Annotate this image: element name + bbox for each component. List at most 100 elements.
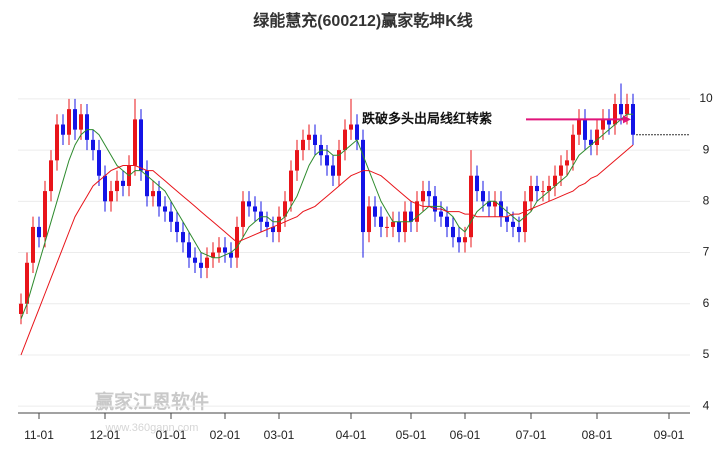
y-tick-label: 9 bbox=[703, 142, 710, 156]
candle-body bbox=[469, 175, 473, 238]
candle-body bbox=[289, 170, 293, 202]
candle-body bbox=[409, 211, 413, 222]
candle-body bbox=[463, 237, 467, 243]
candle-body bbox=[163, 206, 167, 212]
candle-body bbox=[187, 242, 191, 258]
candle-body bbox=[631, 104, 635, 135]
x-tick-label: 09-01 bbox=[654, 428, 685, 442]
candle-body bbox=[553, 175, 557, 186]
moving-average-line bbox=[20, 144, 634, 356]
candle-body bbox=[385, 226, 389, 228]
arrow-head bbox=[623, 115, 631, 124]
candle-body bbox=[547, 185, 551, 192]
candle-body bbox=[415, 201, 419, 222]
candle-body bbox=[217, 247, 221, 253]
candle-body bbox=[493, 201, 497, 207]
y-tick-label: 5 bbox=[703, 347, 710, 361]
candle-body bbox=[67, 109, 71, 135]
watermark-url: www.360gann.com bbox=[105, 422, 199, 434]
candle-body bbox=[61, 124, 65, 135]
candle-body bbox=[253, 206, 257, 212]
candle-body bbox=[367, 206, 371, 233]
x-tick-label: 05-01 bbox=[396, 428, 427, 442]
x-tick-label: 03-01 bbox=[264, 428, 295, 442]
candle-body bbox=[577, 119, 581, 135]
candle-body bbox=[427, 191, 431, 197]
candle-body bbox=[19, 303, 23, 314]
candle-body bbox=[151, 191, 155, 197]
x-tick-label: 02-01 bbox=[210, 428, 241, 442]
candle-body bbox=[517, 226, 521, 233]
candle-body bbox=[313, 134, 317, 145]
candle-body bbox=[487, 201, 491, 207]
candle-body bbox=[343, 129, 347, 151]
candle-body bbox=[625, 104, 629, 115]
candle-body bbox=[541, 191, 545, 193]
candle-body bbox=[451, 226, 455, 238]
candle-body bbox=[379, 216, 383, 227]
candle-body bbox=[193, 257, 197, 263]
candle-body bbox=[559, 165, 563, 176]
candle-body bbox=[619, 104, 623, 115]
candle-body bbox=[73, 109, 77, 130]
candle-body bbox=[397, 221, 401, 233]
candle-body bbox=[181, 232, 185, 243]
candle-body bbox=[445, 216, 449, 227]
candle-body bbox=[295, 150, 299, 171]
candle-body bbox=[145, 170, 149, 197]
candle-body bbox=[439, 211, 443, 217]
candle-body bbox=[199, 262, 203, 268]
candle-body bbox=[133, 119, 137, 166]
candle-body bbox=[103, 175, 107, 202]
candle-body bbox=[433, 196, 437, 212]
candle-body bbox=[595, 129, 599, 145]
watermark: 赢家江恩软件 bbox=[95, 390, 209, 413]
candle-body bbox=[109, 191, 113, 202]
y-tick-label: 4 bbox=[703, 398, 710, 412]
candle-body bbox=[37, 226, 41, 238]
candle-body bbox=[175, 221, 179, 233]
x-tick-label: 12-01 bbox=[90, 428, 121, 442]
candle-body bbox=[55, 124, 59, 161]
y-tick-label: 7 bbox=[703, 245, 710, 259]
candle-body bbox=[205, 257, 209, 268]
candle-body bbox=[529, 185, 533, 202]
candle-body bbox=[265, 221, 269, 227]
x-tick-label: 06-01 bbox=[450, 428, 481, 442]
candle-body bbox=[85, 114, 89, 140]
candle-body bbox=[373, 206, 377, 217]
candle-body bbox=[91, 139, 95, 151]
candle-body bbox=[571, 134, 575, 161]
candle-body bbox=[31, 226, 35, 263]
candle-body bbox=[241, 201, 245, 227]
candle-body bbox=[355, 124, 359, 140]
chart-title: 绿能慧充(600212)赢家乾坤K线 bbox=[253, 11, 473, 30]
candle-body bbox=[169, 211, 173, 222]
candle-body bbox=[613, 104, 617, 125]
x-tick-label: 11-01 bbox=[24, 428, 54, 442]
candle-body bbox=[229, 252, 233, 258]
candle-body bbox=[115, 180, 119, 192]
candle-body bbox=[157, 191, 161, 207]
candle-body bbox=[283, 201, 287, 217]
candle-body bbox=[421, 191, 425, 202]
annotation: 跌破多头出局线红转紫 bbox=[362, 111, 492, 126]
candle-body bbox=[535, 185, 539, 192]
candle-body bbox=[223, 247, 227, 253]
moving-average-line bbox=[20, 113, 633, 320]
candle-body bbox=[481, 191, 485, 202]
candle-body bbox=[49, 160, 53, 192]
candle-body bbox=[499, 201, 503, 217]
candle-body bbox=[361, 139, 365, 233]
candle-body bbox=[139, 119, 143, 171]
candle-body bbox=[337, 150, 341, 176]
x-tick-label: 07-01 bbox=[516, 428, 547, 442]
candle-body bbox=[325, 155, 329, 166]
candle-body bbox=[565, 160, 569, 166]
candle-body bbox=[349, 124, 353, 130]
y-tick-label: 6 bbox=[703, 296, 710, 310]
x-tick-label: 01-01 bbox=[156, 428, 187, 442]
candle-body bbox=[601, 119, 605, 130]
